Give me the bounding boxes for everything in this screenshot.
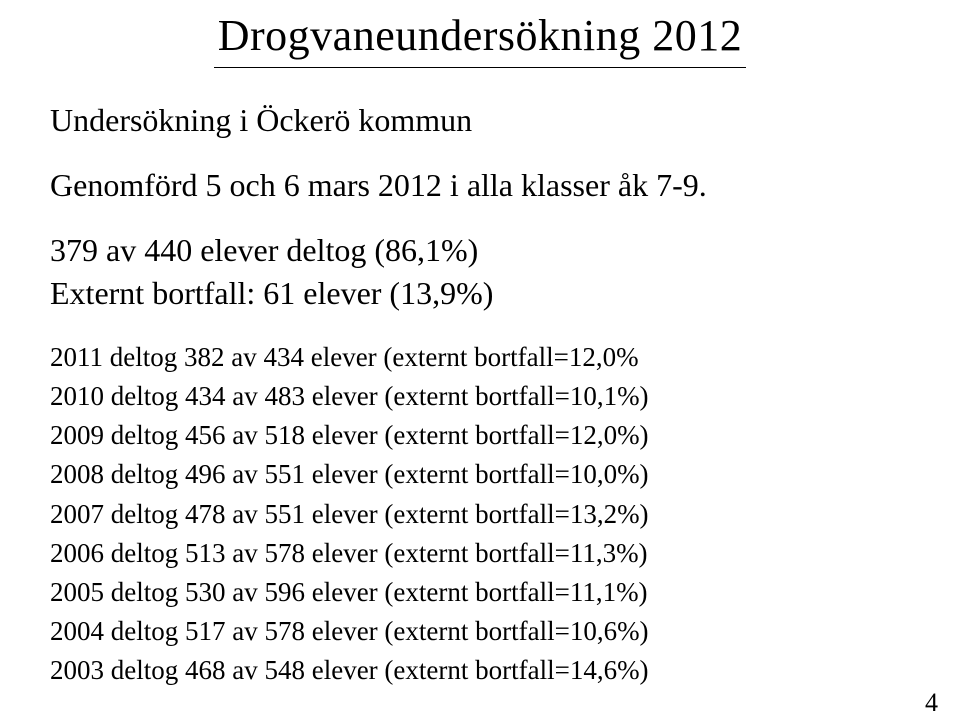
external-dropout-line: Externt bortfall: 61 elever (13,9%) xyxy=(50,275,910,312)
history-list: 2011 deltog 382 av 434 elever (externt b… xyxy=(50,338,910,690)
history-line: 2010 deltog 434 av 483 elever (externt b… xyxy=(50,377,910,416)
page-number: 4 xyxy=(925,688,938,718)
history-line: 2008 deltog 496 av 551 elever (externt b… xyxy=(50,455,910,494)
subtitle: Undersökning i Öckerö kommun xyxy=(50,102,910,139)
history-line: 2011 deltog 382 av 434 elever (externt b… xyxy=(50,338,910,377)
history-line: 2006 deltog 513 av 578 elever (externt b… xyxy=(50,534,910,573)
history-line: 2005 deltog 530 av 596 elever (externt b… xyxy=(50,573,910,612)
history-line: 2009 deltog 456 av 518 elever (externt b… xyxy=(50,416,910,455)
page-title: Drogvaneundersökning 2012 xyxy=(214,10,747,68)
history-line: 2007 deltog 478 av 551 elever (externt b… xyxy=(50,495,910,534)
participation-line: 379 av 440 elever deltog (86,1%) xyxy=(50,232,910,269)
history-line: 2003 deltog 468 av 548 elever (externt b… xyxy=(50,651,910,690)
conducted-line: Genomförd 5 och 6 mars 2012 i alla klass… xyxy=(50,167,910,204)
title-wrap: Drogvaneundersökning 2012 xyxy=(50,10,910,68)
history-line: 2004 deltog 517 av 578 elever (externt b… xyxy=(50,612,910,651)
slide: Drogvaneundersökning 2012 Undersökning i… xyxy=(0,0,960,728)
